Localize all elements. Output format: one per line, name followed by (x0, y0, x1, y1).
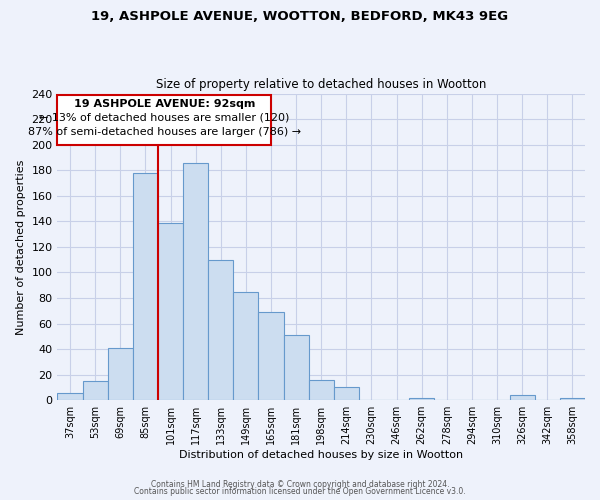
Text: 87% of semi-detached houses are larger (786) →: 87% of semi-detached houses are larger (… (28, 127, 301, 137)
Bar (208, 260, 233, 400)
Y-axis label: Number of detached properties: Number of detached properties (16, 159, 26, 334)
X-axis label: Distribution of detached houses by size in Wootton: Distribution of detached houses by size … (179, 450, 463, 460)
Bar (107, 348, 133, 400)
Text: 19 ASHPOLE AVENUE: 92sqm: 19 ASHPOLE AVENUE: 92sqm (74, 99, 255, 109)
Bar (284, 335, 308, 400)
Bar (409, 398, 434, 400)
Text: Contains HM Land Registry data © Crown copyright and database right 2024.: Contains HM Land Registry data © Crown c… (151, 480, 449, 489)
Bar (58, 392, 83, 400)
Bar (509, 395, 535, 400)
FancyBboxPatch shape (58, 95, 271, 144)
Bar (334, 388, 359, 400)
Title: Size of property relative to detached houses in Wootton: Size of property relative to detached ho… (156, 78, 487, 91)
Bar (133, 173, 158, 400)
Bar (83, 381, 107, 400)
Bar (259, 312, 284, 400)
Text: ← 13% of detached houses are smaller (120): ← 13% of detached houses are smaller (12… (39, 113, 289, 123)
Bar (308, 380, 334, 400)
Text: 19, ASHPOLE AVENUE, WOOTTON, BEDFORD, MK43 9EG: 19, ASHPOLE AVENUE, WOOTTON, BEDFORD, MK… (91, 10, 509, 23)
Bar (183, 162, 208, 400)
Bar (233, 292, 259, 400)
Bar (560, 398, 585, 400)
Bar (158, 222, 183, 400)
Text: Contains public sector information licensed under the Open Government Licence v3: Contains public sector information licen… (134, 487, 466, 496)
